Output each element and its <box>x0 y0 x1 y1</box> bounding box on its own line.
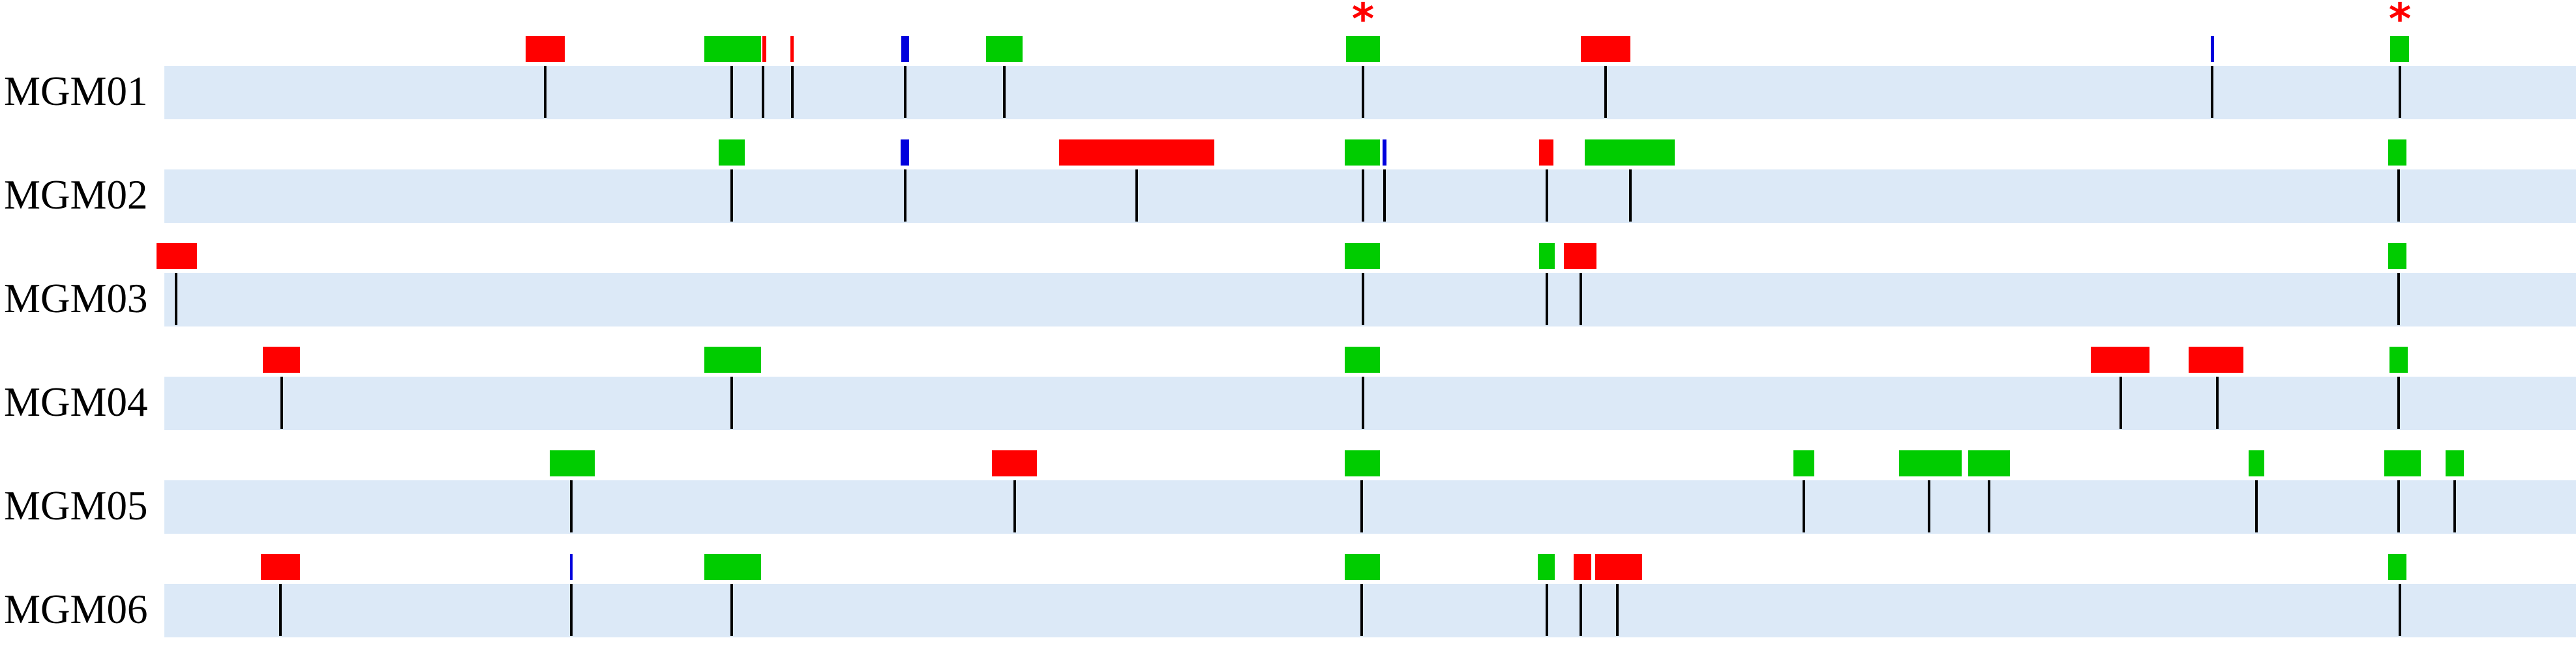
feature-box <box>986 36 1023 62</box>
feature-box <box>157 243 197 269</box>
feature-box <box>1585 139 1675 166</box>
feature-box <box>1383 139 1386 166</box>
feature-box <box>2446 450 2464 476</box>
feature-box <box>704 554 761 580</box>
feature-box <box>1345 554 1380 580</box>
track-row <box>164 584 2576 637</box>
feature-box <box>2388 139 2406 166</box>
track-row <box>164 273 2576 326</box>
row-label: MGM06 <box>4 587 148 632</box>
feature-box <box>719 139 745 166</box>
feature-box <box>1059 139 1214 166</box>
feature-box <box>570 554 573 580</box>
feature-box <box>1581 36 1630 62</box>
feature-box <box>2388 554 2406 580</box>
feature-box <box>1345 450 1380 476</box>
row-label: MGM04 <box>4 379 148 425</box>
feature-box <box>1539 243 1555 269</box>
track-row <box>164 377 2576 430</box>
feature-box <box>1345 347 1380 373</box>
feature-box <box>901 36 909 62</box>
feature-box <box>2189 347 2243 373</box>
feature-box <box>790 36 794 62</box>
row-label: MGM02 <box>4 172 148 218</box>
track-row <box>164 480 2576 534</box>
feature-box <box>2211 36 2214 62</box>
feature-box <box>1538 554 1555 580</box>
feature-box <box>1793 450 1814 476</box>
feature-box <box>2389 347 2408 373</box>
row-label: MGM01 <box>4 68 148 114</box>
feature-box <box>1899 450 1962 476</box>
feature-box <box>263 347 300 373</box>
feature-box <box>1345 243 1380 269</box>
feature-box <box>1539 139 1553 166</box>
feature-box <box>1346 36 1380 62</box>
feature-box <box>2091 347 2149 373</box>
feature-box <box>1564 243 1596 269</box>
asterisk-marker: * <box>1352 0 1375 44</box>
feature-box <box>1968 450 2010 476</box>
feature-box <box>1574 554 1591 580</box>
feature-box <box>2388 243 2406 269</box>
feature-box <box>2390 36 2409 62</box>
feature-box <box>2384 450 2421 476</box>
row-label: MGM05 <box>4 483 148 529</box>
feature-box <box>2249 450 2264 476</box>
feature-box <box>1595 554 1642 580</box>
feature-box <box>1345 139 1380 166</box>
feature-box <box>261 554 300 580</box>
feature-box <box>992 450 1037 476</box>
feature-box <box>704 36 761 62</box>
asterisk-marker: * <box>2389 0 2412 44</box>
feature-box <box>901 139 909 166</box>
track-row <box>164 169 2576 223</box>
track-row <box>164 66 2576 119</box>
feature-box <box>704 347 761 373</box>
feature-box <box>550 450 595 476</box>
feature-box <box>526 36 565 62</box>
feature-box <box>762 36 766 62</box>
row-label: MGM03 <box>4 276 148 321</box>
